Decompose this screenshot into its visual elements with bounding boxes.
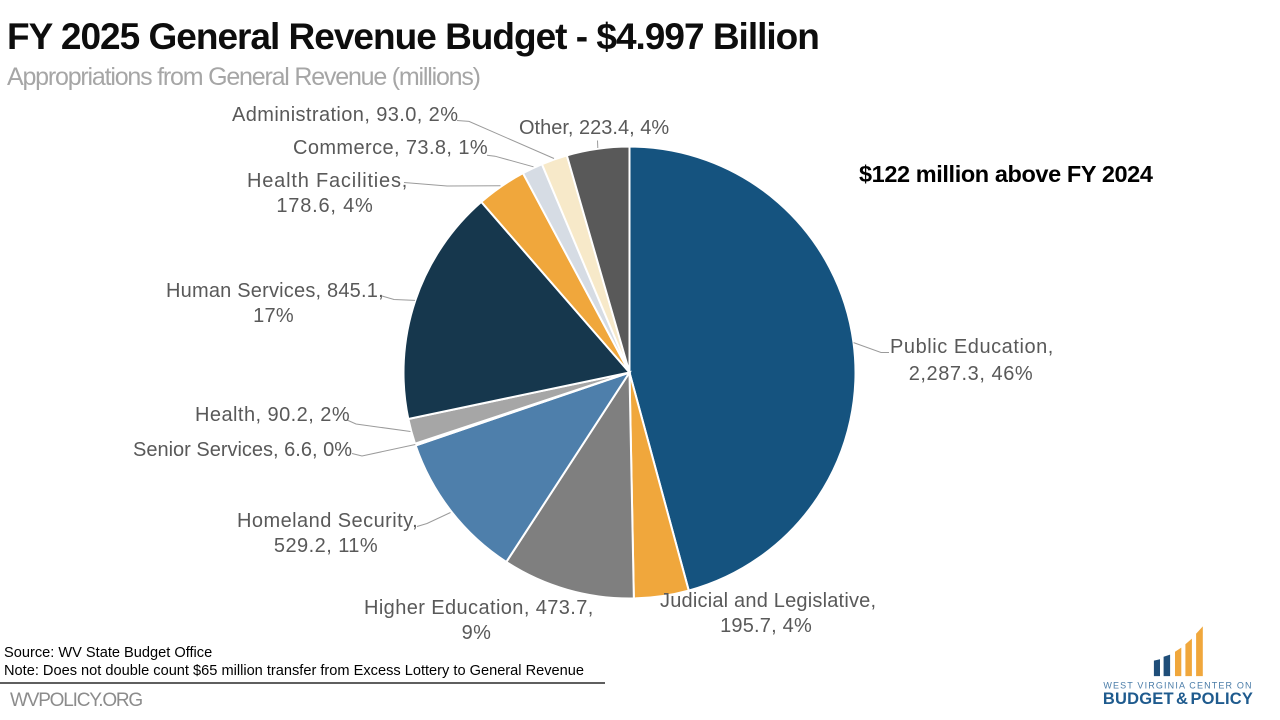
svg-text:BUDGET & POLICY: BUDGET & POLICY bbox=[1103, 690, 1253, 708]
svg-text:WEST VIRGINIA CENTER ON: WEST VIRGINIA CENTER ON bbox=[1103, 681, 1252, 691]
